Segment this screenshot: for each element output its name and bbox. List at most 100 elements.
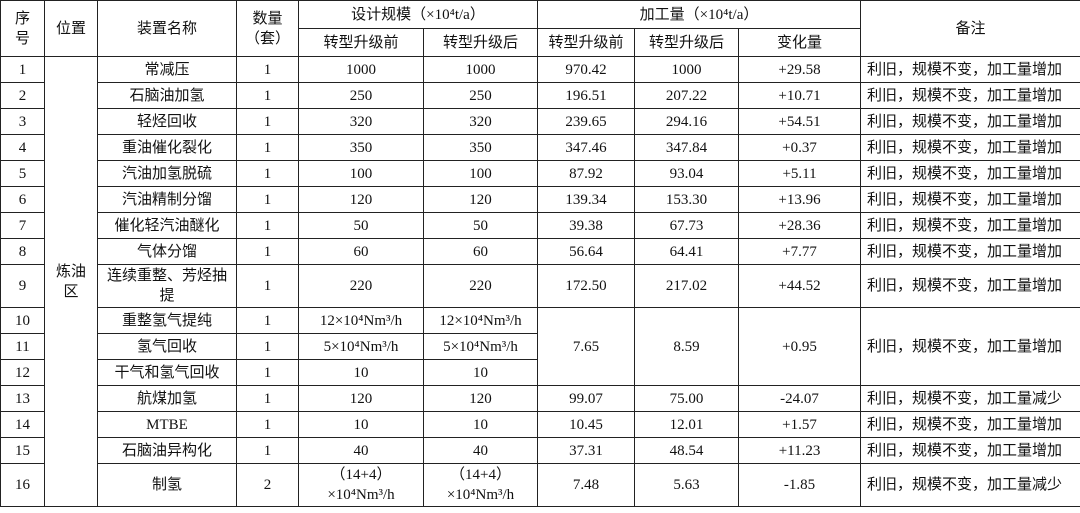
design-after-cell: 12×10⁴Nm³/h (423, 307, 538, 334)
note-cell: 利旧，规模不变，加工量增加 (860, 238, 1080, 265)
design-before-cell: 60 (298, 238, 424, 265)
proc-after-cell: 93.04 (634, 160, 739, 187)
proc-after-cell: 12.01 (634, 411, 739, 438)
name-cell: 汽油加氢脱硫 (97, 160, 237, 187)
design-after-cell: 120 (423, 385, 538, 412)
proc-after-cell: 217.02 (634, 264, 739, 308)
seq-cell: 13 (0, 385, 45, 412)
header-cell: 设计规模（×10⁴t/a） (298, 0, 538, 29)
qty-cell: 2 (236, 463, 299, 507)
qty-cell: 1 (236, 333, 299, 360)
proc-before-cell: 10.45 (537, 411, 635, 438)
design-after-cell-text: （14+4）×10⁴Nm³/h (446, 467, 515, 503)
name-cell: 氢气回收 (97, 333, 237, 360)
location-cell: 炼油区 (44, 56, 98, 507)
seq-cell: 9 (0, 264, 45, 308)
proc-before-cell: 139.34 (537, 186, 635, 213)
name-cell: 气体分馏 (97, 238, 237, 265)
design-after-cell: 50 (423, 212, 538, 239)
change-cell: +1.57 (737, 411, 862, 438)
qty-cell: 1 (236, 108, 299, 135)
row: 2 石脑油加氢 1 250 250 196.51 207.22 +10.71 利旧，规模不变，加… (0, 82, 1080, 109)
proc-after-cell: 5.63 (634, 463, 739, 507)
design-after-cell: 250 (423, 82, 538, 109)
change-cell: +0.95 (737, 307, 862, 386)
change-cell: +0.37 (737, 134, 862, 161)
name-cell: 连续重整、芳烃抽提 (97, 264, 237, 308)
design-before-cell: 10 (298, 359, 424, 386)
row: 8 气体分馏 1 60 60 56.64 64.41 +7.77 利旧，规模不变，加工量增加 (0, 238, 1080, 265)
design-before-cell: 10 (298, 411, 424, 438)
proc-before-cell: 239.65 (537, 108, 635, 135)
change-cell: +11.23 (737, 437, 862, 464)
proc-before-cell: 347.46 (537, 134, 635, 161)
proc-after-cell: 67.73 (634, 212, 739, 239)
design-before-cell: 1000 (298, 56, 424, 83)
header-cell: 序号 (0, 0, 45, 57)
header-cell: 转型升级后 (423, 28, 538, 57)
change-cell: +29.58 (737, 56, 862, 83)
note-cell: 利旧，规模不变，加工量增加 (860, 134, 1080, 161)
name-cell: 干气和氢气回收 (97, 359, 237, 386)
seq-cell: 4 (0, 134, 45, 161)
header-cell: 转型升级前 (298, 28, 424, 57)
design-before-cell: 40 (298, 437, 424, 464)
table-body: 1 炼油区 常减压 1 1000 1000 970.42 1000 +29.58 利旧，规模不变，… (0, 56, 1080, 507)
design-after-cell: 1000 (423, 56, 538, 83)
design-after-cell: 120 (423, 186, 538, 213)
row: 13 航煤加氢 1 120 120 99.07 75.00 -24.07 利旧，规模不变，加工量… (0, 385, 1080, 412)
row: 3 轻烃回收 1 320 320 239.65 294.16 +54.51 利旧，规模不变，加工… (0, 108, 1080, 135)
header-cell: 加工量（×10⁴t/a） (536, 0, 862, 29)
qty-cell: 1 (236, 385, 299, 412)
change-cell: +28.36 (737, 212, 862, 239)
note-cell: 利旧，规模不变，加工量增加 (860, 212, 1080, 239)
row: 16 制氢 2 （14+4）×10⁴Nm³/h （14+4）×10⁴Nm³/h 7.48 5… (0, 463, 1080, 507)
proc-after-cell: 347.84 (634, 134, 739, 161)
design-before-cell: 50 (298, 212, 424, 239)
note-cell: 利旧，规模不变，加工量增加 (860, 186, 1080, 213)
design-before-cell: 120 (298, 186, 424, 213)
proc-after-cell: 48.54 (634, 437, 739, 464)
design-before-cell: 250 (298, 82, 424, 109)
proc-after-cell: 153.30 (634, 186, 739, 213)
qty-cell: 1 (236, 359, 299, 386)
seq-cell: 16 (0, 463, 45, 507)
design-after-cell: 320 (423, 108, 538, 135)
change-cell: +7.77 (737, 238, 862, 265)
design-before-cell: 12×10⁴Nm³/h (298, 307, 424, 334)
qty-cell: 1 (236, 411, 299, 438)
design-before-cell: 120 (298, 385, 424, 412)
name-cell: 汽油精制分馏 (97, 186, 237, 213)
proc-before-cell: 87.92 (537, 160, 635, 187)
note-cell: 利旧，规模不变，加工量增加 (860, 82, 1080, 109)
header-cell: 备注 (860, 0, 1080, 57)
name-cell: 航煤加氢 (97, 385, 237, 412)
seq-cell: 8 (0, 238, 45, 265)
note-cell: 利旧，规模不变，加工量增加 (860, 160, 1080, 187)
header-cell: 转型升级前 (537, 28, 635, 57)
qty-cell: 1 (236, 56, 299, 83)
design-after-cell: 10 (423, 411, 538, 438)
design-before-cell: 5×10⁴Nm³/h (298, 333, 424, 360)
name-cell: 重油催化裂化 (97, 134, 237, 161)
row: 10 重整氢气提纯 1 12×10⁴Nm³/h 12×10⁴Nm³/h 7.65 8.59 +… (0, 307, 1080, 386)
design-before-cell: （14+4）×10⁴Nm³/h (298, 463, 424, 507)
row: 14 MTBE 1 10 10 10.45 12.01 +1.57 利旧，规模不变，加工量增加 (0, 411, 1080, 438)
design-before-cell: 100 (298, 160, 424, 187)
row: 1 炼油区 常减压 1 1000 1000 970.42 1000 +29.58 利旧，规模不变，… (0, 56, 1080, 507)
design-after-cell: （14+4）×10⁴Nm³/h (423, 463, 538, 507)
name-cell: MTBE (97, 411, 237, 438)
seq-cell: 3 (0, 108, 45, 135)
proc-after-cell: 75.00 (634, 385, 739, 412)
row: 7 催化轻汽油醚化 1 50 50 39.38 67.73 +28.36 利旧，规模不变，加工量… (0, 212, 1080, 239)
row: 5 汽油加氢脱硫 1 100 100 87.92 93.04 +5.11 利旧，规模不变，加工量… (0, 160, 1080, 187)
name-cell: 常减压 (97, 56, 237, 83)
qty-cell: 1 (236, 160, 299, 187)
qty-cell: 1 (236, 437, 299, 464)
note-cell: 利旧，规模不变，加工量增加 (860, 411, 1080, 438)
design-after-cell: 40 (423, 437, 538, 464)
row: 6 汽油精制分馏 1 120 120 139.34 153.30 +13.96 利旧，规模不变，… (0, 186, 1080, 213)
proc-after-cell: 8.59 (634, 307, 739, 386)
seq-cell: 1 (0, 56, 45, 83)
